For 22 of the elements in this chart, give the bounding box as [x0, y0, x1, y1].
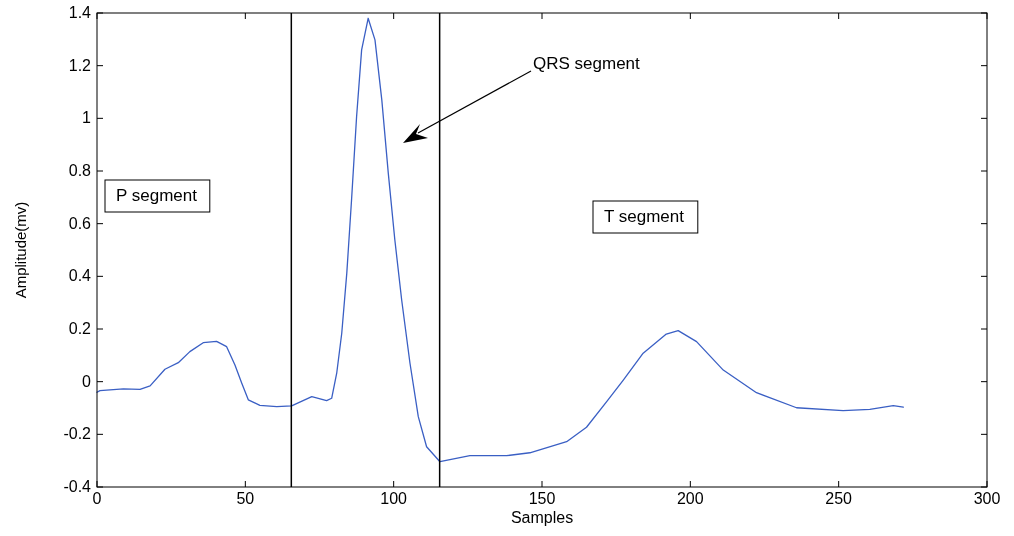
- y-tick-label: 0.4: [68, 267, 92, 285]
- annotation: QRS segment: [533, 54, 641, 73]
- y-tick-label: 0.6: [68, 214, 92, 232]
- y-tick-label: 1.2: [68, 56, 92, 74]
- y-tick-label: 1.4: [68, 4, 92, 21]
- line-series: [96, 17, 904, 463]
- x-tick-label: 100: [380, 490, 408, 507]
- y-tick-label: 0: [82, 372, 92, 390]
- annotation: P segment: [116, 186, 198, 205]
- x-tick-label: 50: [236, 490, 255, 507]
- x-tick-label: 250: [825, 490, 853, 507]
- x-tick-label: 300: [973, 490, 1001, 507]
- x-axis-title: Samples: [510, 509, 574, 526]
- y-tick-label: 0.2: [68, 320, 92, 337]
- y-tick-label: 0.8: [68, 162, 92, 179]
- y-axis-title: Amplitude(mv): [12, 201, 29, 299]
- y-tick-label: -0.4: [63, 478, 92, 495]
- y-tick-label: -0.2: [63, 425, 92, 443]
- annotation: T segment: [604, 207, 685, 226]
- x-tick-label: 150: [528, 490, 556, 507]
- y-tick-label: 1: [82, 109, 92, 127]
- x-tick-label: 200: [676, 490, 704, 507]
